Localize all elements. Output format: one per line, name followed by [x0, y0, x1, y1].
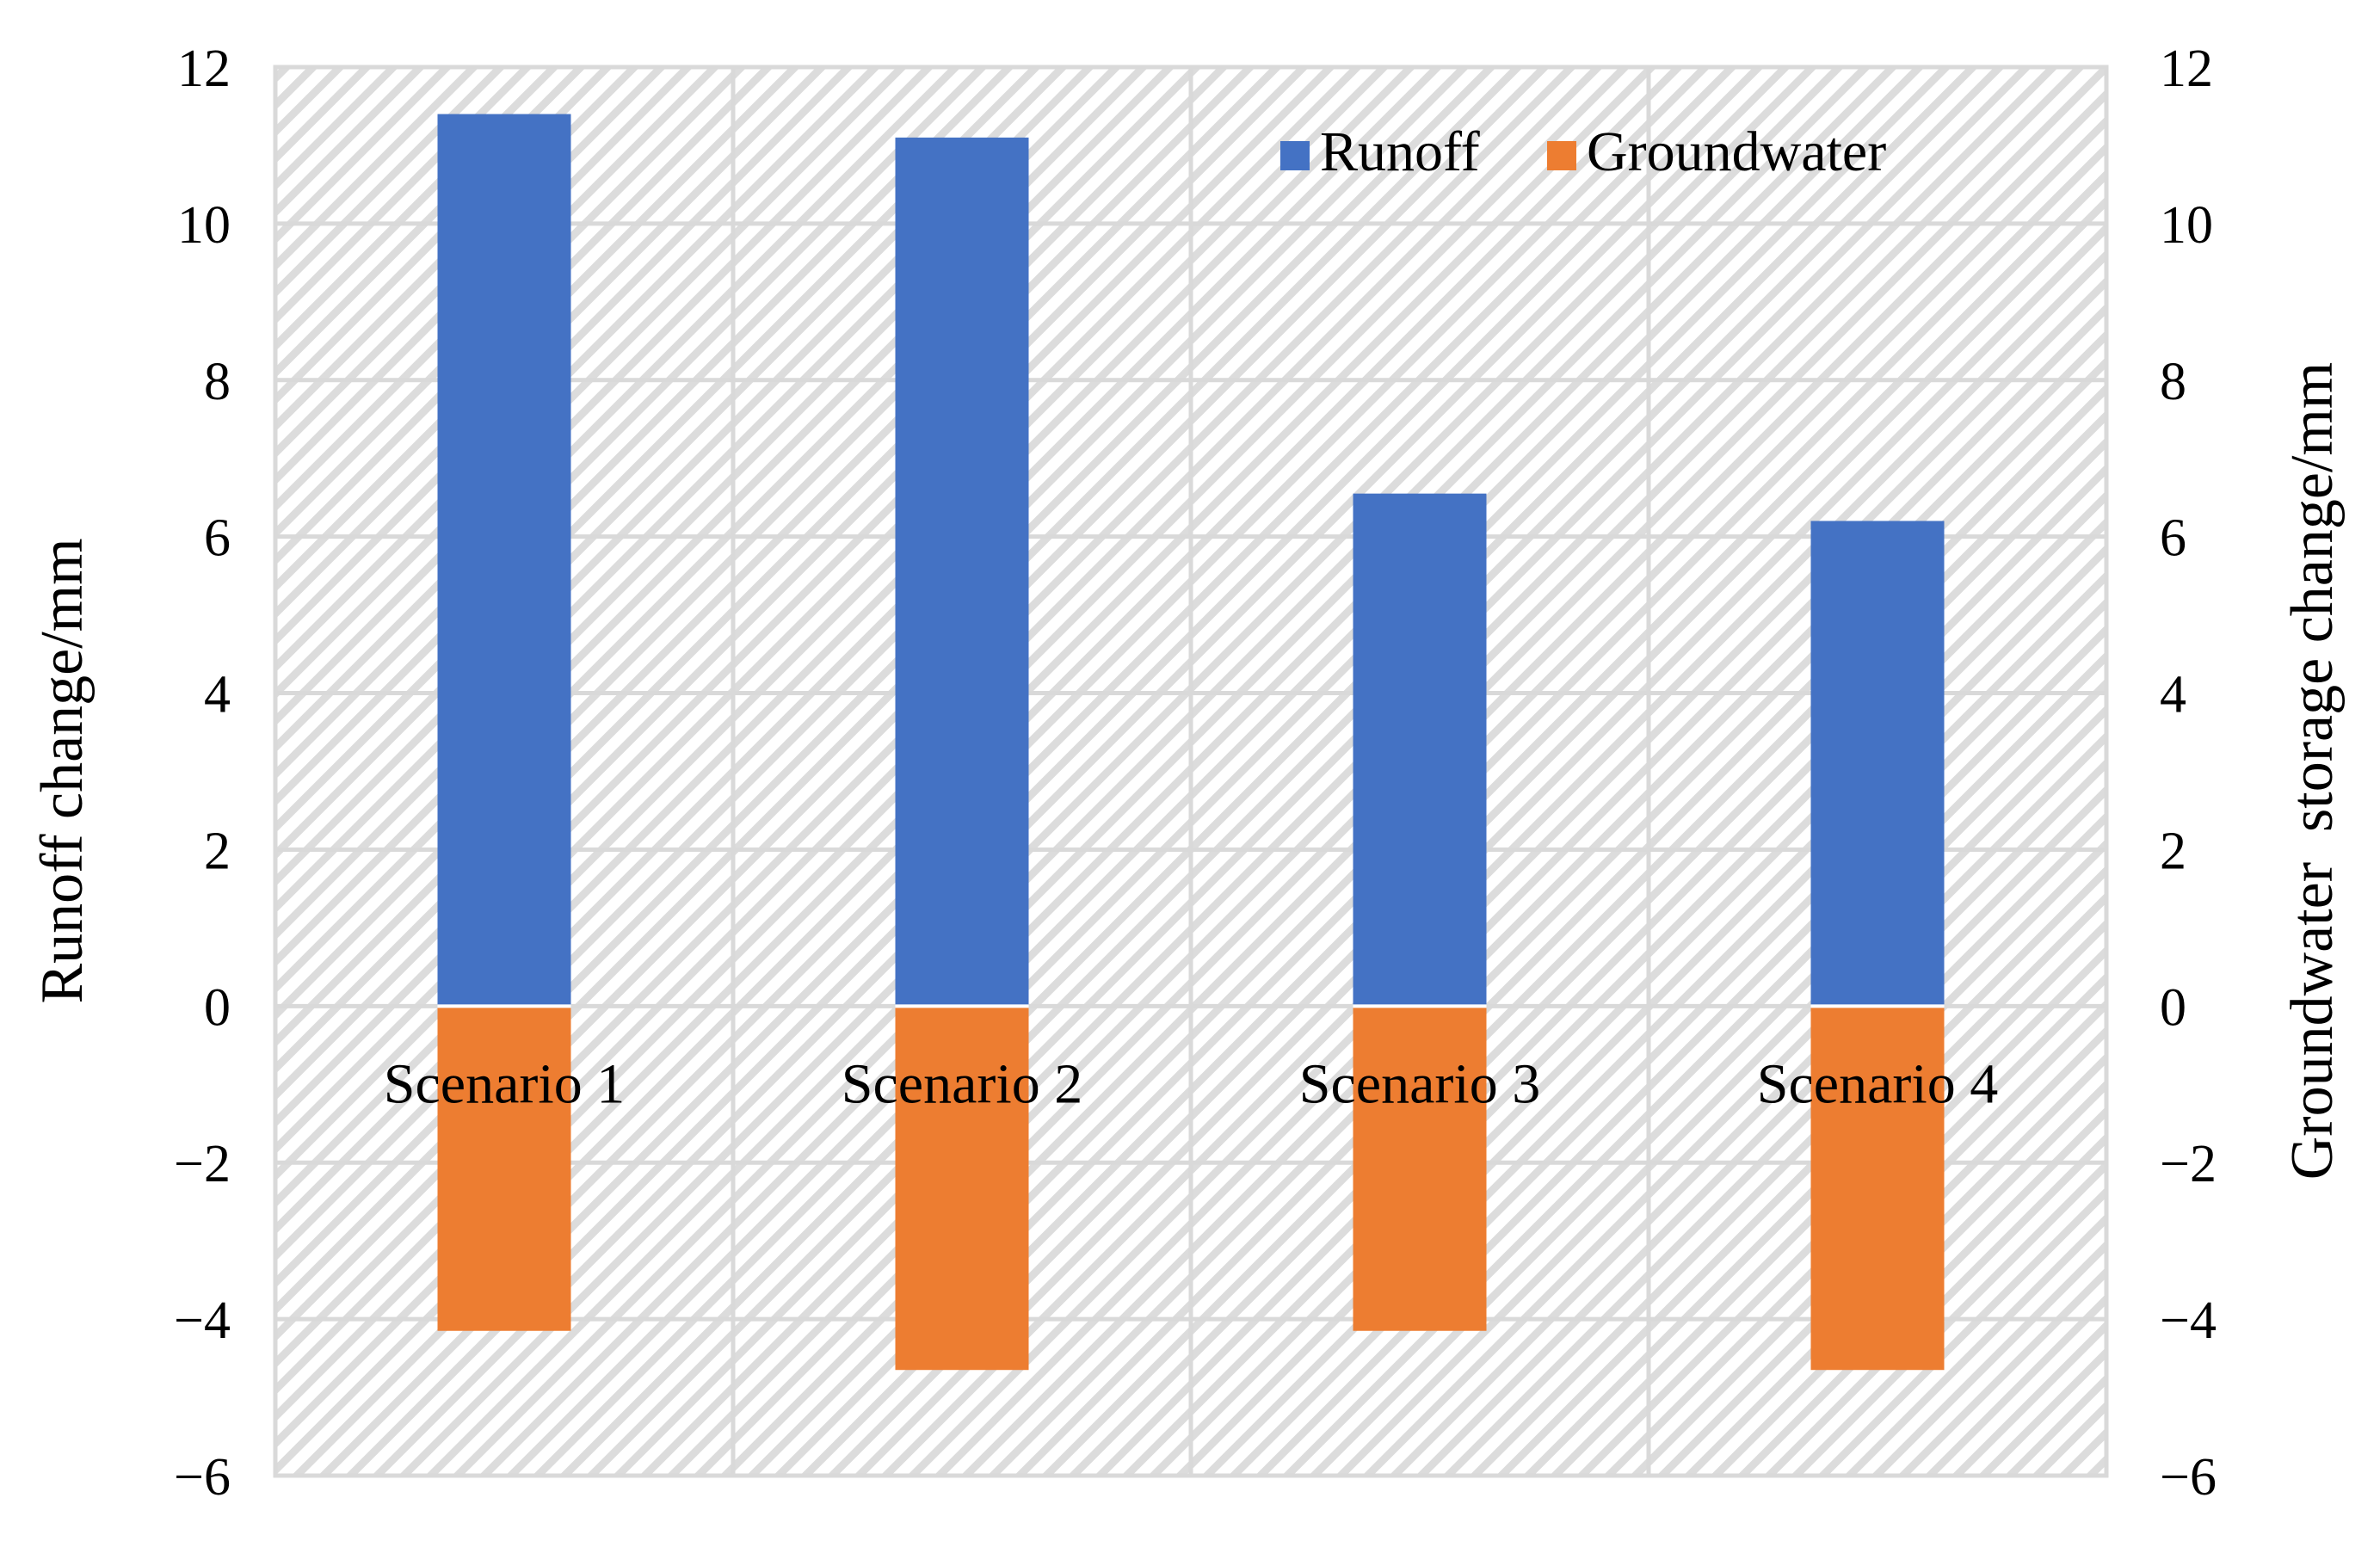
- right-tick-label: −6: [2160, 1448, 2217, 1507]
- left-tick-label: 8: [204, 353, 231, 411]
- plot-frame: [273, 65, 2109, 1478]
- right-tick-label: 12: [2160, 40, 2213, 98]
- legend-label-runoff: Runoff: [1320, 120, 1480, 183]
- legend-swatch-groundwater: [1547, 141, 1576, 170]
- right-tick-label: 4: [2160, 666, 2186, 724]
- left-axis-ticks: −6 −4 −2 0 2 4 6 8 10 12: [174, 40, 231, 1507]
- left-tick-label: 2: [204, 822, 231, 880]
- bar-groundwater-3: [1353, 1006, 1487, 1331]
- left-tick-label: 6: [204, 509, 231, 568]
- right-tick-label: 8: [2160, 353, 2186, 411]
- category-label: Scenario 1: [384, 1052, 625, 1115]
- bar-groundwater-4: [1810, 1006, 1945, 1371]
- right-tick-label: 2: [2160, 822, 2186, 880]
- category-label: Scenario 3: [1299, 1052, 1540, 1115]
- bar-runoff-2: [895, 137, 1029, 1007]
- right-axis-ticks: −6 −4 −2 0 2 4 6 8 10 12: [2160, 40, 2217, 1507]
- right-tick-label: 0: [2160, 978, 2186, 1037]
- left-tick-label: 0: [204, 978, 231, 1037]
- category-labels: Scenario 1 Scenario 2 Scenario 3 Scenario 4: [384, 1052, 1998, 1115]
- left-axis-title: Runoff change/mm: [29, 538, 96, 1003]
- right-tick-label: −4: [2160, 1291, 2217, 1350]
- bar-runoff-4: [1810, 521, 1945, 1007]
- bar-groundwater-1: [437, 1006, 571, 1331]
- legend-label-groundwater: Groundwater: [1587, 120, 1886, 183]
- legend-swatch-runoff: [1280, 141, 1310, 170]
- bar-runoff-1: [437, 114, 571, 1007]
- left-tick-label: 4: [204, 666, 231, 724]
- left-tick-label: 12: [177, 40, 231, 98]
- bars: [437, 114, 1945, 1371]
- left-tick-label: −6: [174, 1448, 231, 1507]
- category-label: Scenario 2: [842, 1052, 1082, 1115]
- bar-groundwater-2: [895, 1006, 1029, 1371]
- right-tick-label: 6: [2160, 509, 2186, 568]
- left-tick-label: 10: [177, 196, 231, 255]
- right-axis-title: Groundwater storage change/mm: [2279, 362, 2346, 1180]
- bar-runoff-3: [1353, 493, 1487, 1007]
- left-tick-label: −4: [174, 1291, 231, 1350]
- category-label: Scenario 4: [1757, 1052, 1998, 1115]
- left-tick-label: −2: [174, 1135, 231, 1193]
- right-tick-label: −2: [2160, 1135, 2217, 1193]
- legend: Runoff Groundwater: [1280, 120, 1886, 183]
- right-tick-label: 10: [2160, 196, 2213, 255]
